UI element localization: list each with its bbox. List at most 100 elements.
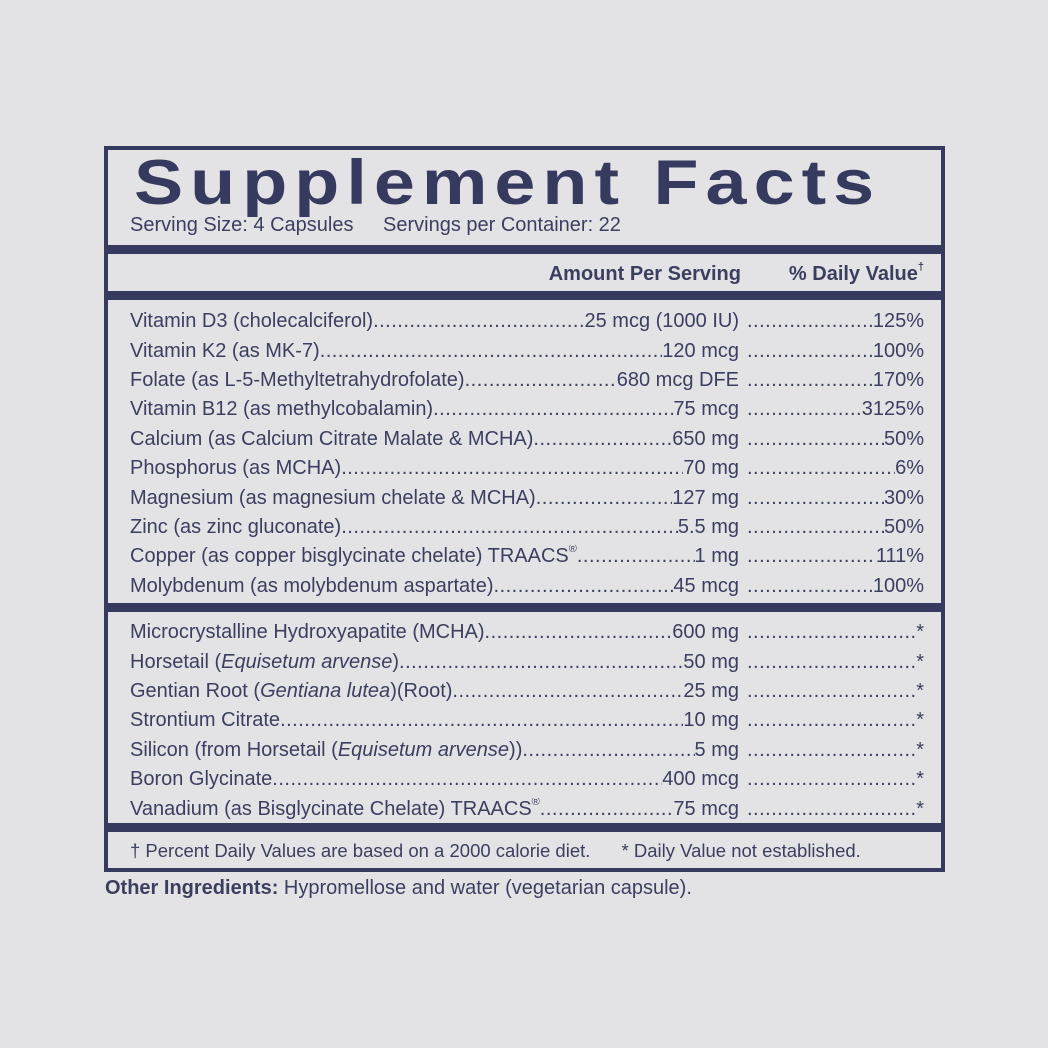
dot-leader [747, 545, 876, 568]
dot-leader [341, 457, 683, 480]
name-segment: Folate (as L-5-Methyltetrahydrofolate) [130, 368, 465, 391]
nutrient-name-amount: Microcrystalline Hydroxyapatite (MCHA) 60… [130, 621, 739, 644]
name-segment: Silicon (from Horsetail ( [130, 738, 338, 761]
nutrient-amount: 1 mg [694, 545, 739, 568]
nutrient-amount: 5 mg [694, 738, 739, 761]
daily-value: * [916, 650, 924, 673]
dot-leader [433, 398, 673, 421]
name-segment: Boron Glycinate [130, 768, 273, 791]
name-segment: Horsetail ( [130, 650, 222, 673]
daily-value: 50% [883, 515, 924, 538]
daily-value-cell: 125% [747, 310, 924, 333]
dot-leader [747, 709, 916, 732]
name-segment: Vitamin K2 (as MK-7) [130, 339, 320, 362]
name-segment: Microcrystalline Hydroxyapatite (MCHA) [130, 621, 485, 644]
amount-header: Amount Per Serving [548, 263, 741, 285]
nutrient-name: Gentian Root (Gentiana lutea)(Root) [130, 680, 452, 703]
nutrient-name-amount: Zinc (as zinc gluconate) 5.5 mg [130, 516, 739, 539]
name-segment: Vitamin D3 (cholecalciferol) [130, 310, 374, 333]
nutrient-name: Copper (as copper bisglycinate chelate) … [130, 545, 577, 568]
daily-value-cell: 100% [747, 340, 924, 363]
nutrient-name-amount: Boron Glycinate 400 mcg [130, 768, 739, 791]
divider [108, 823, 941, 832]
daily-value-cell: 170% [747, 369, 924, 392]
nutrient-amount: 45 mcg [673, 574, 739, 597]
footnote-not-established: * Daily Value not established. [621, 840, 861, 861]
nutrient-name: Vitamin B12 (as methylcobalamin) [130, 398, 433, 421]
nutrient-amount: 70 mg [683, 457, 739, 480]
serving-size: Serving Size: 4 Capsules [130, 214, 354, 236]
dot-leader [494, 575, 674, 598]
dot-leader [320, 340, 663, 363]
name-segment: Equisetum arvense [337, 738, 510, 761]
nutrient-row: Calcium (as Calcium Citrate Malate & MCH… [130, 425, 924, 454]
nutrient-amount: 680 mcg DFE [616, 368, 739, 391]
nutrient-amount: 10 mg [683, 709, 739, 732]
registered-mark: ® [568, 545, 577, 556]
nutrient-row: Strontium Citrate 10 mg * [130, 706, 924, 735]
dot-leader [747, 621, 916, 644]
nutrient-amount: 75 mcg [673, 398, 739, 421]
nutrient-name: Strontium Citrate [130, 709, 280, 732]
dot-leader [272, 768, 662, 791]
daily-value: 100% [872, 574, 924, 597]
dot-leader [747, 798, 916, 821]
nutrient-name-amount: Horsetail (Equisetum arvense) 50 mg [130, 651, 739, 674]
nutrient-row: Vanadium (as Bisglycinate Chelate) TRAAC… [130, 794, 924, 823]
nutrient-name-amount: Vitamin D3 (cholecalciferol) 25 mcg (1000… [130, 310, 739, 333]
dot-leader [747, 428, 884, 451]
daily-value-cell: 30% [747, 487, 924, 510]
other-ingredients-label: Other Ingredients: [105, 877, 279, 899]
dot-leader [399, 651, 683, 674]
nutrient-name-amount: Vitamin K2 (as MK-7) 120 mcg [130, 340, 739, 363]
daily-value: 30% [883, 486, 924, 509]
nutrient-name-amount: Molybdenum (as molybdenum aspartate) 45 … [130, 575, 739, 598]
dot-leader [747, 310, 873, 333]
nutrient-row: Gentian Root (Gentiana lutea)(Root) 25 mg… [130, 677, 924, 706]
name-segment: Molybdenum (as molybdenum aspartate) [130, 574, 494, 597]
dot-leader [747, 398, 862, 421]
nutrient-amount: 650 mg [672, 427, 739, 450]
nutrient-name-amount: Strontium Citrate 10 mg [130, 709, 739, 732]
name-segment: Gentiana lutea [260, 679, 391, 702]
nutrient-name: Vanadium (as Bisglycinate Chelate) TRAAC… [130, 798, 540, 821]
name-segment: Zinc (as zinc gluconate) [130, 515, 342, 538]
panel-title: Supplement Facts [134, 148, 882, 218]
dot-leader [747, 516, 884, 539]
nutrient-row: Boron Glycinate 400 mcg * [130, 765, 924, 794]
daily-value-cell: 111% [747, 545, 924, 568]
daily-value-cell: * [747, 621, 924, 644]
dot-leader [747, 575, 873, 598]
name-segment: Gentian Root ( [130, 679, 261, 702]
dot-leader [577, 545, 695, 568]
daily-value-cell: * [747, 739, 924, 762]
daily-value: * [916, 709, 924, 732]
daily-value: 100% [872, 339, 924, 362]
dot-leader [747, 651, 916, 674]
nutrient-name: Magnesium (as magnesium chelate & MCHA) [130, 487, 536, 510]
nutrient-name-amount: Magnesium (as magnesium chelate & MCHA) 1… [130, 487, 739, 510]
daily-value: 6% [895, 457, 924, 480]
daily-value-label: % Daily Value [788, 263, 918, 285]
dot-leader [747, 487, 884, 510]
nutrient-amount: 5.5 mg [677, 515, 739, 538]
column-header: Amount Per Serving % Daily Value† [108, 258, 941, 294]
supplement-facts-panel: Supplement Facts Serving Size: 4 Capsule… [104, 146, 945, 872]
nutrient-amount: 400 mcg [662, 768, 739, 791]
daily-value-cell: * [747, 798, 924, 821]
name-segment: Phosphorus (as MCHA) [130, 457, 342, 480]
nutrient-name-amount: Phosphorus (as MCHA) 70 mg [130, 457, 739, 480]
daily-value-cell: * [747, 768, 924, 791]
nutrient-amount: 50 mg [683, 650, 739, 673]
dot-leader [465, 369, 617, 392]
nutrient-row: Phosphorus (as MCHA) 70 mg 6% [130, 454, 924, 483]
nutrient-name: Folate (as L-5-Methyltetrahydrofolate) [130, 369, 465, 392]
nutrient-name-amount: Copper (as copper bisglycinate chelate) … [130, 545, 739, 568]
nutrient-name: Phosphorus (as MCHA) [130, 457, 341, 480]
nutrient-row: Silicon (from Horsetail (Equisetum arven… [130, 736, 924, 765]
nutrient-name: Vitamin K2 (as MK-7) [130, 340, 320, 363]
daily-value-cell: 100% [747, 575, 924, 598]
name-segment: )) [509, 738, 523, 761]
dot-leader [747, 739, 916, 762]
divider [108, 603, 941, 612]
